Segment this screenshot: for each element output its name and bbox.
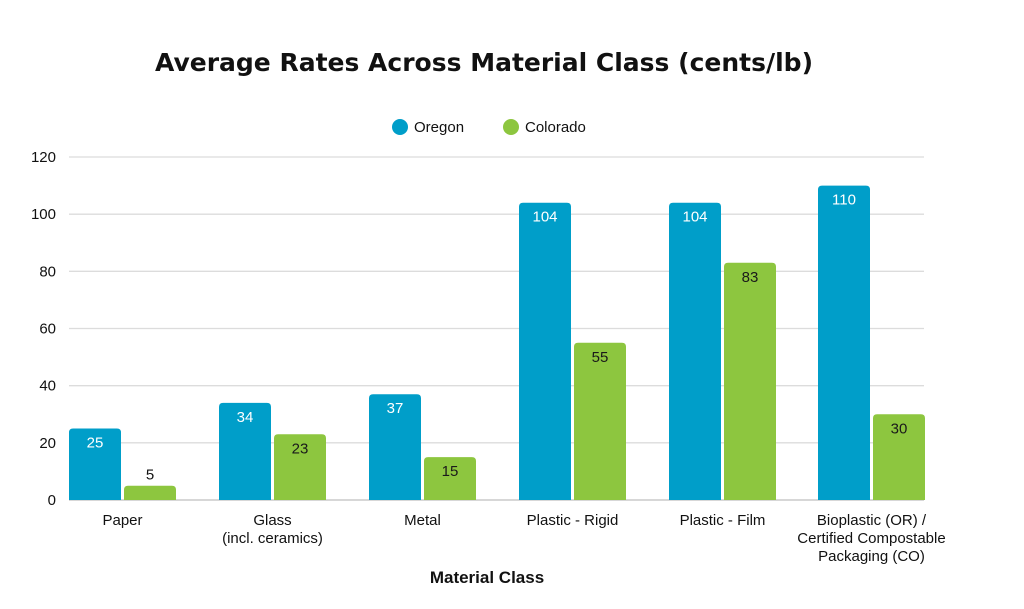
bar-oregon <box>369 394 421 500</box>
bar-colorado <box>124 485 176 500</box>
data-label: 55 <box>592 349 609 366</box>
data-label: 30 <box>891 420 908 437</box>
chart-title: Average Rates Across Material Class (cen… <box>155 48 813 77</box>
y-axis: 0 20 40 60 80 100 120 <box>31 149 56 509</box>
bar-colorado <box>424 457 476 500</box>
gridlines <box>69 156 924 501</box>
y-tick-label: 20 <box>39 435 56 452</box>
data-label: 23 <box>292 440 309 457</box>
bar-oregon <box>818 185 870 501</box>
x-tick-label: Glass (incl. ceramics) <box>222 512 323 547</box>
legend-marker-colorado <box>503 119 519 135</box>
data-label: 25 <box>87 435 104 452</box>
data-label: 37 <box>387 400 404 417</box>
x-tick-label: Plastic - Rigid <box>527 512 619 529</box>
x-axis-title: Material Class <box>430 568 544 587</box>
data-label: 110 <box>832 192 856 209</box>
bar-colorado <box>724 262 776 500</box>
y-tick-label: 80 <box>39 263 56 280</box>
y-tick-label: 40 <box>39 378 56 395</box>
legend-label: Colorado <box>525 119 586 136</box>
bar-colorado <box>873 414 925 500</box>
y-tick-label: 100 <box>31 206 56 223</box>
x-tick-label: Bioplastic (OR) / Certified Compostable Pa… <box>797 512 945 565</box>
data-label: 5 <box>146 467 154 484</box>
y-tick-label: 60 <box>39 321 56 338</box>
bars: 25 34 37 104 104 110 5 23 15 55 83 30 <box>69 185 925 501</box>
bar-oregon <box>219 402 271 500</box>
legend: Oregon Colorado <box>392 119 586 136</box>
x-tick-label: Metal <box>404 512 441 529</box>
x-tick-label: Paper <box>102 512 142 529</box>
data-label: 83 <box>742 269 759 286</box>
legend-marker-oregon <box>392 119 408 135</box>
data-label: 104 <box>682 209 707 226</box>
data-label: 34 <box>237 409 254 426</box>
data-label: 104 <box>532 209 557 226</box>
data-label: 15 <box>442 463 459 480</box>
x-tick-label: Plastic - Film <box>680 512 766 529</box>
bar-oregon <box>519 202 571 500</box>
bar-oregon <box>669 202 721 500</box>
bar-oregon <box>69 428 121 500</box>
bar-colorado <box>274 434 326 500</box>
x-axis: Paper Glass (incl. ceramics) Metal Plastic -… <box>102 512 945 565</box>
y-tick-label: 120 <box>31 149 56 166</box>
legend-label: Oregon <box>414 119 464 136</box>
bar-colorado <box>574 342 626 500</box>
y-tick-label: 0 <box>48 492 56 509</box>
